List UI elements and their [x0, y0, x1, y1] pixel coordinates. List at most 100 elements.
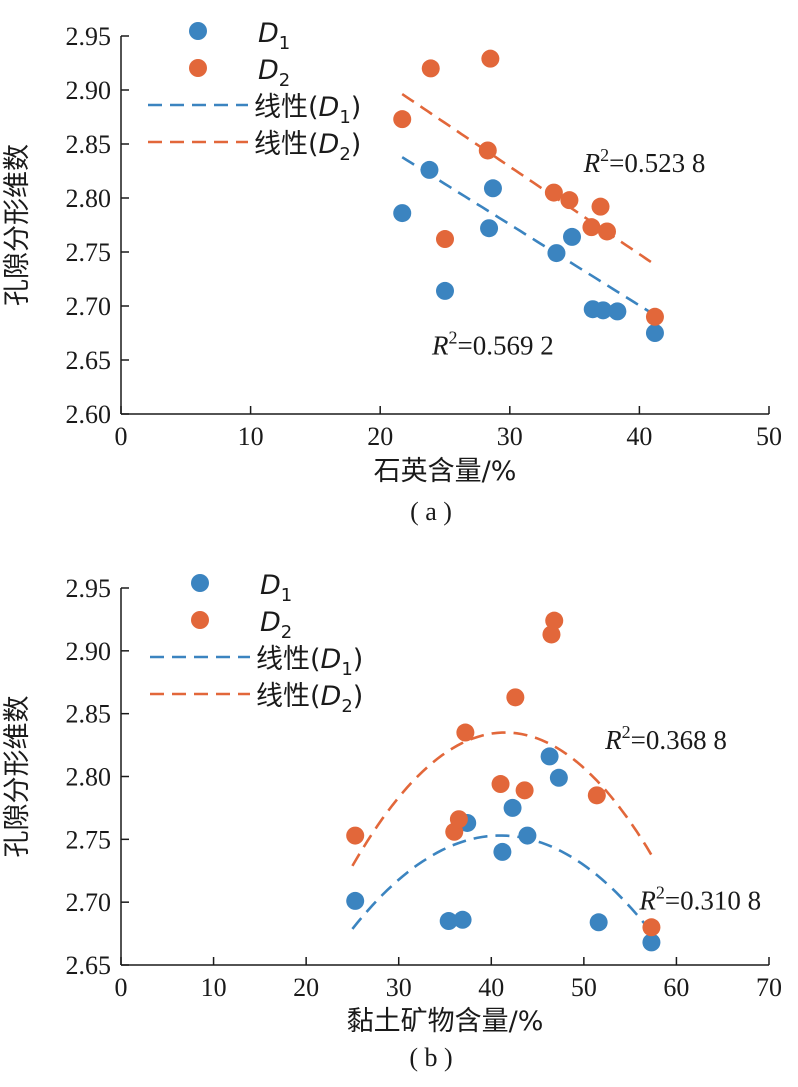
x-tick-label: 50: [756, 422, 782, 451]
point-d2: [421, 59, 440, 78]
point-d2: [587, 786, 606, 805]
legend-name: D: [321, 644, 342, 675]
legend-name: D: [321, 681, 342, 712]
point-d2: [598, 222, 616, 241]
fit-line-d1: [351, 834, 653, 934]
point-d2: [544, 183, 563, 202]
point-d2: [478, 141, 497, 160]
r2-symbol: R: [638, 886, 656, 916]
point-d1: [439, 912, 458, 931]
fit-line-d1: [401, 156, 656, 317]
point-d2: [560, 191, 579, 210]
point-d2: [591, 197, 610, 216]
r2-value: =0.368 8: [631, 725, 727, 755]
point-d2: [582, 218, 601, 237]
y-axis-label: 孔隙分形维数: [2, 696, 33, 858]
legend-subscript: 2: [341, 696, 352, 717]
y-tick-label: 2.95: [66, 22, 112, 51]
x-tick-label: 30: [386, 973, 412, 1002]
y-tick-label: 2.85: [66, 700, 112, 729]
point-d1: [518, 826, 537, 845]
y-tick-label: 2.65: [66, 951, 112, 980]
point-d2: [645, 307, 664, 326]
legend-label-line-d2: 线性(D2): [254, 129, 361, 165]
x-tick-label: 10: [238, 422, 264, 451]
legend-suffix: ): [351, 129, 362, 160]
point-d2: [393, 110, 412, 129]
point-d1: [589, 913, 608, 932]
point-d2: [542, 625, 561, 644]
r2-annotation-d2: R2=0.368 8: [604, 722, 727, 755]
legend-marker-d1: [191, 574, 209, 592]
legend-subscript: 1: [341, 659, 352, 680]
legend-name: D: [260, 607, 281, 638]
point-d1: [493, 842, 512, 861]
legend-marker-d2: [191, 611, 209, 629]
legend-label-line-d1: 线性(D1): [254, 92, 361, 128]
x-tick-label: 60: [663, 973, 689, 1002]
point-d2: [436, 230, 454, 249]
y-tick-label: 2.75: [66, 825, 112, 854]
x-axis-label: 石英含量/%: [374, 456, 517, 487]
r2-annotation-d1: R2=0.569 2: [431, 328, 554, 361]
point-d2: [456, 723, 475, 742]
legend-label-marker-d1: D1: [260, 570, 292, 606]
x-tick-label: 20: [367, 422, 393, 451]
y-tick-label: 2.90: [66, 76, 112, 105]
legend-name: D: [260, 570, 281, 601]
point-d1: [503, 798, 522, 817]
legend-prefix: 线性(: [254, 129, 319, 160]
y-tick-label: 2.80: [66, 184, 112, 213]
legend-name: D: [258, 18, 279, 49]
panel-a: 2.60 2.65 2.70 2.75 2.80 2.85 2.90 2.95 0 10 20 30 4…: [2, 18, 782, 526]
legend-label-marker-d1: D1: [258, 18, 290, 54]
r2-annotation-d1: R2=0.310 8: [638, 883, 761, 916]
legend-suffix: ): [353, 644, 364, 675]
point-d1: [453, 910, 472, 929]
point-d1: [480, 219, 499, 238]
point-d1: [549, 768, 568, 787]
r2-symbol: R: [604, 725, 622, 755]
x-tick-label: 40: [478, 973, 504, 1002]
point-d1: [645, 324, 664, 342]
x-axis-label: 黏土矿物含量/%: [347, 1006, 544, 1037]
r2-superscript: 2: [600, 145, 609, 165]
point-d1: [483, 179, 502, 198]
x-tick-label: 30: [497, 422, 523, 451]
r2-value: =0.569 2: [458, 331, 554, 361]
legend-subscript: 1: [281, 585, 292, 606]
point-d2: [449, 810, 468, 829]
point-d1: [547, 244, 566, 263]
r2-value: =0.310 8: [665, 886, 761, 916]
x-tick-label: 0: [115, 422, 128, 451]
legend-label-marker-d2: D2: [258, 55, 290, 91]
point-d1: [563, 227, 582, 246]
x-tick-label: 10: [201, 973, 227, 1002]
x-tick-label: 70: [756, 973, 782, 1002]
x-tick-label: 40: [626, 422, 652, 451]
point-d1: [346, 891, 365, 910]
y-axis-label: 孔隙分形维数: [2, 144, 33, 306]
panel-b: 2.65 2.70 2.75 2.80 2.85 2.90 2.95 0 10 20 30 40 50 6…: [2, 570, 782, 1072]
legend-label-line-d1: 线性(D1): [256, 644, 363, 680]
point-d2: [506, 688, 525, 707]
point-d1: [642, 933, 661, 952]
point-d1: [420, 160, 439, 179]
panel-label: ( b ): [409, 1043, 452, 1072]
point-d1: [393, 204, 412, 223]
panel-label: ( a ): [410, 497, 452, 526]
x-tick-label: 50: [571, 973, 597, 1002]
point-d2: [515, 781, 534, 800]
y-tick-label: 2.95: [66, 574, 112, 603]
legend-prefix: 线性(: [256, 681, 321, 712]
y-tick-label: 2.85: [66, 130, 112, 159]
legend-name: D: [319, 92, 340, 123]
r2-value: =0.523 8: [609, 148, 705, 178]
legend-name: D: [258, 55, 279, 86]
x-tick-label: 0: [115, 973, 128, 1002]
point-d1: [608, 302, 627, 321]
legend-suffix: ): [353, 681, 364, 712]
y-tick-label: 2.80: [66, 763, 112, 792]
legend-subscript: 1: [339, 107, 350, 128]
